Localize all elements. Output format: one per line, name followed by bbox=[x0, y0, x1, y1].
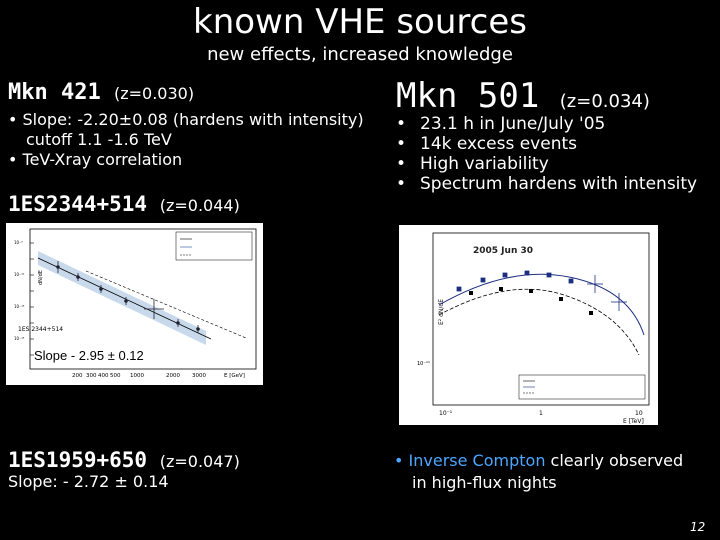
mkn501-low-points bbox=[469, 287, 593, 315]
slide-subtitle: new effects, increased knowledge bbox=[207, 44, 513, 65]
mkn421-bullets: • Slope: -2.20±0.08 (hardens with intens… bbox=[8, 110, 364, 170]
es2344-redshift: (z=0.044) bbox=[159, 196, 240, 215]
svg-text:10⁻¹⁵: 10⁻¹⁵ bbox=[14, 336, 25, 341]
es2344-x-tick: 200 bbox=[72, 373, 83, 379]
es2344-x-tick: 400 bbox=[98, 373, 109, 379]
mkn501-high-curve bbox=[438, 273, 645, 336]
inverse-compton-line2: in high-flux nights bbox=[412, 473, 557, 492]
es2344-legend-swatches bbox=[180, 238, 192, 256]
es2344-y-axis-label: dN/dE bbox=[38, 270, 44, 285]
mkn421-bullet-cutoff: cutoff 1.1 -1.6 TeV bbox=[26, 130, 172, 149]
mkn501-x-tick: 10 bbox=[635, 410, 643, 417]
es1959-slope: Slope: - 2.72 ± 0.14 bbox=[8, 472, 169, 491]
mkn421-redshift: (z=0.030) bbox=[113, 84, 195, 103]
es2344-spectrum-svg: 10⁻⁹ 10⁻¹¹ 10⁻¹³ 10⁻¹⁵ dN/dE 1ES 2344+514 S… bbox=[14, 228, 257, 379]
inverse-compton-highlight: Inverse Compton bbox=[408, 451, 546, 470]
es2344-model-line bbox=[85, 270, 247, 339]
mkn501-redshift: (z=0.034) bbox=[559, 91, 650, 112]
inverse-compton-rest: clearly observed bbox=[545, 451, 684, 470]
es2344-x-tick-labels: 200 300 400 500 1000 2000 3000 E [GeV] bbox=[72, 373, 245, 379]
es2344-x-tick: 3000 bbox=[192, 373, 206, 379]
es2344-y-ticks bbox=[30, 242, 34, 356]
mkn501-y-tick: 10⁻¹¹ bbox=[417, 361, 430, 367]
es2344-y-tick-labels: 10⁻⁹ 10⁻¹¹ 10⁻¹³ 10⁻¹⁵ bbox=[14, 240, 25, 341]
mkn501-x-tick-labels: 10⁻¹ 1 10 E [TeV] bbox=[439, 410, 644, 425]
mkn501-item-hardening: Spectrum hardens with intensity bbox=[396, 174, 697, 194]
mkn501-x-tick: 10⁻¹ bbox=[439, 410, 453, 417]
es2344-x-tick: 500 bbox=[110, 373, 121, 379]
mkn501-high-points bbox=[456, 270, 627, 311]
svg-text:10⁻⁹: 10⁻⁹ bbox=[14, 240, 23, 245]
es2344-heading: 1ES2344+514 (z=0.044) bbox=[8, 192, 240, 216]
es2344-frame bbox=[29, 228, 257, 370]
mkn501-item-excess: 14k excess events bbox=[396, 134, 697, 154]
svg-text:10⁻¹¹: 10⁻¹¹ bbox=[14, 272, 25, 277]
es2344-plot-label: 1ES 2344+514 bbox=[18, 326, 63, 333]
mkn501-plot-title: 2005 Jun 30 bbox=[473, 246, 533, 256]
es1959-redshift: (z=0.047) bbox=[159, 452, 240, 471]
mkn501-x-unit: E [TeV] bbox=[623, 418, 644, 425]
mkn501-name: Mkn 501 bbox=[396, 76, 540, 116]
mkn501-low-curve bbox=[438, 288, 640, 356]
es2344-x-tick: 1000 bbox=[130, 373, 144, 379]
mkn421-heading: Mkn 421 (z=0.030) bbox=[8, 80, 194, 105]
mkn421-name: Mkn 421 bbox=[8, 80, 101, 105]
mkn501-heading: Mkn 501 (z=0.034) bbox=[396, 76, 650, 116]
es1959-heading: 1ES1959+650 (z=0.047) bbox=[8, 448, 240, 472]
svg-text:10⁻¹³: 10⁻¹³ bbox=[14, 304, 25, 309]
mkn501-frame bbox=[432, 232, 650, 406]
mkn501-item-exposure: 23.1 h in June/July '05 bbox=[396, 114, 697, 134]
es2344-x-tick: 300 bbox=[86, 373, 97, 379]
inverse-compton-note: • Inverse Compton clearly observed in hi… bbox=[394, 450, 683, 494]
es2344-x-tick: 2000 bbox=[166, 373, 180, 379]
es2344-slope-label: Slope - 2.95 ± 0.12 bbox=[34, 348, 144, 363]
inverse-compton-line1: • Inverse Compton clearly observed bbox=[394, 451, 684, 470]
es2344-data-points bbox=[56, 261, 200, 333]
mkn501-x-tick: 1 bbox=[539, 410, 543, 417]
mkn421-bullet-slope: • Slope: -2.20±0.08 (hardens with intens… bbox=[8, 110, 364, 129]
mkn501-legend-box bbox=[518, 374, 646, 400]
mkn501-spectrum-plot: E² dN/dE 10⁻¹¹ 2005 Jun 30 10⁻¹ 1 10 bbox=[399, 225, 658, 425]
page-number: 12 bbox=[690, 520, 706, 534]
mkn501-legend-swatches bbox=[523, 380, 535, 394]
mkn501-item-variability: High variability bbox=[396, 154, 697, 174]
es2344-legend-box bbox=[175, 231, 253, 261]
es2344-spectrum-plot: 10⁻⁹ 10⁻¹¹ 10⁻¹³ 10⁻¹⁵ dN/dE 1ES 2344+514 S… bbox=[6, 223, 263, 385]
es2344-x-unit: E [GeV] bbox=[224, 373, 245, 379]
es2344-fit-line bbox=[37, 257, 212, 340]
mkn501-y-axis-label: E² dN/dE bbox=[438, 299, 445, 325]
slide-title: known VHE sources bbox=[193, 2, 527, 42]
mkn501-spectrum-svg: E² dN/dE 10⁻¹¹ 2005 Jun 30 10⁻¹ 1 10 bbox=[417, 232, 650, 425]
es2344-band bbox=[38, 251, 206, 345]
mkn501-bullet-list: 23.1 h in June/July '05 14k excess event… bbox=[396, 114, 697, 194]
mkn421-bullet-correlation: • TeV-Xray correlation bbox=[8, 150, 183, 169]
es1959-name: 1ES1959+650 bbox=[8, 448, 148, 472]
es2344-name: 1ES2344+514 bbox=[8, 192, 148, 216]
